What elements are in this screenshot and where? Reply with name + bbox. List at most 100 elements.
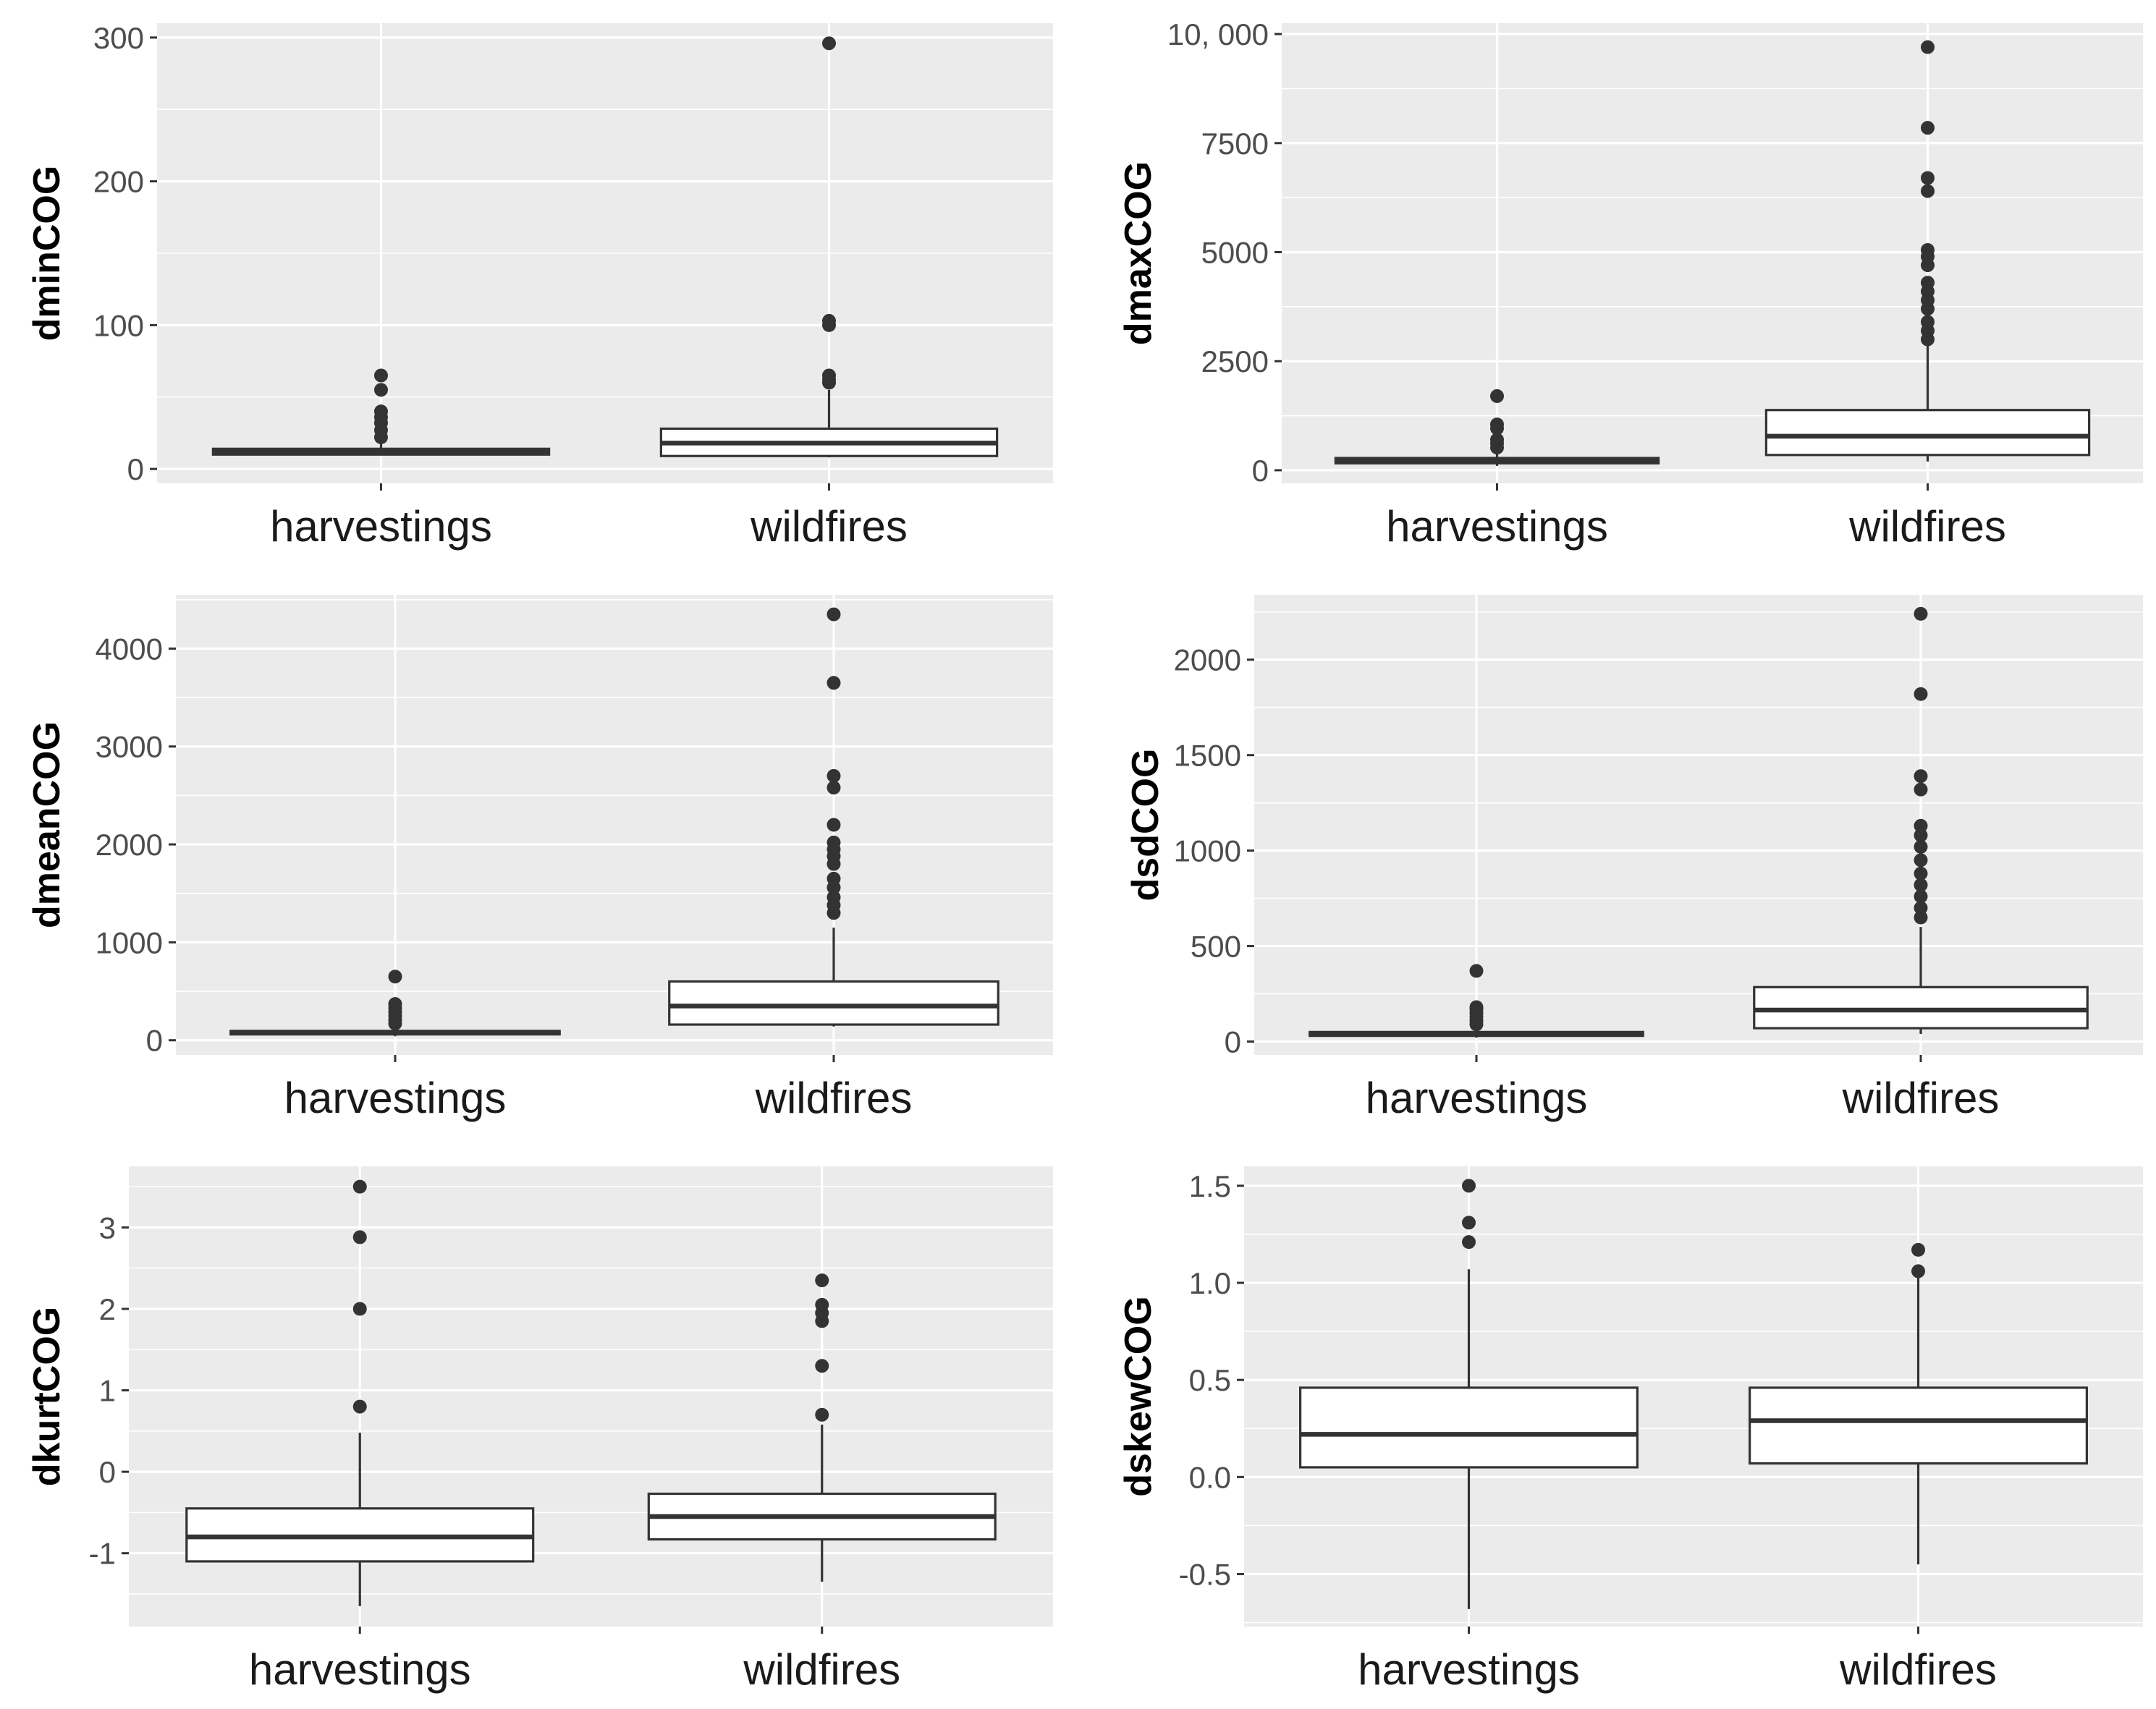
panel-dkurtCOG: -1 0 1 2 3 harvestings wildfires dkurtCOG (26, 1166, 1053, 1694)
y-tick-label: 2000 (96, 828, 163, 862)
outlier-point (1490, 389, 1504, 403)
y-tick-label: 0 (1225, 1025, 1241, 1059)
outlier-point (827, 607, 841, 622)
outlier-point (1914, 889, 1928, 904)
panel-background (176, 595, 1053, 1055)
outlier-point (1462, 1179, 1476, 1193)
y-tick-label: 4000 (96, 632, 163, 666)
box-harvestings (211, 368, 551, 456)
outlier-point (1921, 276, 1935, 290)
y-tick-label: 0 (99, 1455, 116, 1489)
box-harvestings (1299, 1179, 1639, 1609)
outlier-point (1914, 687, 1928, 701)
y-axis-title: dskewCOG (1117, 1296, 1159, 1496)
y-tick-label: 2000 (1174, 643, 1241, 677)
y-axis-title: dmaxCOG (1117, 161, 1159, 345)
outlier-point (827, 781, 841, 795)
outlier-point (352, 1302, 367, 1316)
x-tick-label: harvestings (1358, 1645, 1580, 1694)
x-tick-label: wildfires (750, 502, 908, 551)
y-tick-label: 100 (93, 308, 144, 342)
x-tick-label: harvestings (249, 1645, 471, 1694)
box-harvestings (185, 1179, 535, 1606)
outlier-point (1921, 171, 1935, 185)
y-tick-label: 200 (93, 165, 144, 199)
x-tick-label: wildfires (1839, 1645, 1997, 1694)
outlier-point (1921, 121, 1935, 135)
outlier-point (1469, 964, 1484, 978)
outlier-point (815, 1273, 829, 1288)
box-harvestings (1309, 964, 1644, 1038)
y-tick-label: 5000 (1201, 235, 1269, 269)
outlier-point (1914, 878, 1928, 892)
interquartile-box (1753, 985, 2089, 1030)
outlier-point (1914, 782, 1928, 797)
outlier-point (1914, 818, 1928, 833)
y-tick-label: 0 (146, 1024, 163, 1058)
y-tick-label: 0.0 (1189, 1460, 1231, 1494)
x-tick-label: wildfires (755, 1074, 913, 1122)
outlier-point (822, 368, 836, 383)
box-wildfires (1749, 1242, 2088, 1565)
y-tick-label: -0.5 (1179, 1558, 1231, 1592)
outlier-point (815, 1297, 829, 1312)
x-tick-label: harvestings (270, 502, 492, 551)
outlier-point (352, 1399, 367, 1414)
y-tick-label: 1 (99, 1374, 116, 1408)
panel-dskewCOG: -0.5 0.0 0.5 1.0 1.5 harvestings wildfires dske… (1117, 1166, 2143, 1694)
outlier-point (374, 404, 388, 419)
outlier-point (822, 36, 836, 51)
y-tick-label: 0 (1252, 454, 1269, 488)
outlier-point (827, 871, 841, 886)
x-tick-label: wildfires (743, 1645, 900, 1694)
outlier-point (827, 890, 841, 904)
box-harvestings (1334, 389, 1660, 466)
y-tick-label: 300 (93, 21, 144, 55)
y-axis-title: dmeanCOG (26, 721, 68, 928)
outlier-point (1914, 839, 1928, 854)
outlier-point (827, 835, 841, 849)
interquartile-box (1299, 1386, 1639, 1469)
y-axis-title: dkurtCOG (26, 1307, 68, 1486)
outlier-point (352, 1179, 367, 1194)
outlier-point (1914, 769, 1928, 784)
outlier-point (1469, 1000, 1484, 1014)
x-tick-label: harvestings (1366, 1074, 1588, 1122)
outlier-point (827, 768, 841, 783)
panel-dmaxCOG: 0 2500 5000 7500 10, 000 harvestings wildfires… (1117, 17, 2143, 551)
y-tick-label: 1.0 (1189, 1266, 1231, 1300)
y-tick-label: 1000 (1174, 834, 1241, 868)
panel-dsdCOG: 0 500 1000 1500 2000 harvestings wildfires dsdC… (1125, 595, 2143, 1122)
box-wildfires (659, 36, 999, 458)
y-tick-label: 3000 (96, 730, 163, 764)
outlier-point (374, 368, 388, 383)
outlier-point (352, 1230, 367, 1244)
outlier-point (1911, 1264, 1925, 1278)
y-tick-label: 0.5 (1189, 1363, 1231, 1397)
outlier-point (1462, 1235, 1476, 1250)
outlier-point (388, 997, 402, 1012)
outlier-point (374, 383, 388, 397)
y-tick-label: 7500 (1201, 127, 1269, 161)
y-tick-label: 1.5 (1189, 1169, 1231, 1203)
outlier-point (1914, 910, 1928, 925)
outlier-point (388, 970, 402, 984)
outlier-point (1462, 1216, 1476, 1230)
outlier-point (827, 676, 841, 690)
y-axis-title: dminCOG (26, 166, 68, 342)
outlier-point (1914, 866, 1928, 881)
outlier-point (1921, 184, 1935, 198)
x-tick-label: wildfires (1842, 1074, 2000, 1122)
outlier-point (1921, 315, 1935, 329)
interquartile-box (1749, 1386, 2088, 1465)
y-axis-title: dsdCOG (1125, 749, 1167, 902)
outlier-point (1914, 828, 1928, 843)
panel-dmeanCOG: 0 1000 2000 3000 4000 harvestings wildfires dme… (26, 595, 1053, 1122)
outlier-point (1911, 1242, 1925, 1257)
outlier-point (1914, 606, 1928, 621)
y-tick-label: 2 (99, 1292, 116, 1326)
outlier-point (1490, 417, 1504, 432)
panel-dminCOG: 0 100 200 300 harvestings wildfires dminCOG (26, 21, 1053, 551)
y-tick-label: 2500 (1201, 344, 1269, 378)
